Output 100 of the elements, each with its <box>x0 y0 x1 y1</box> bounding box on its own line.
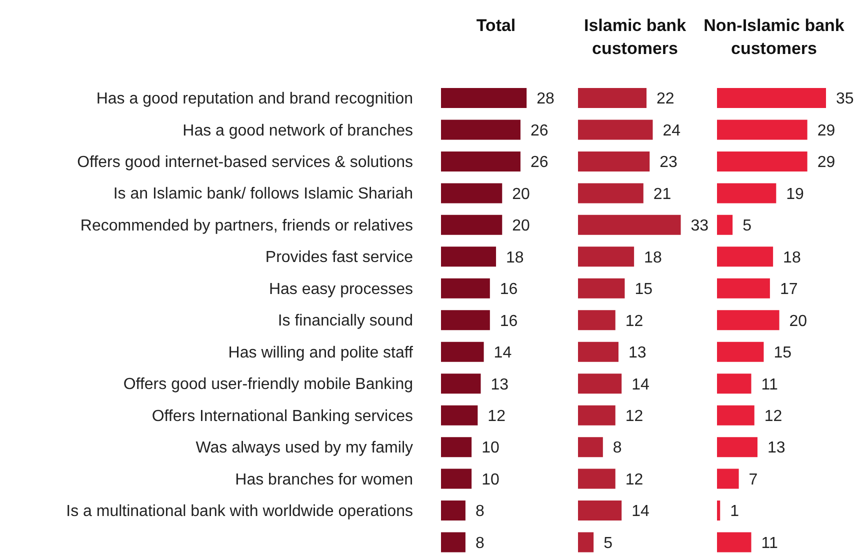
bar <box>441 246 496 267</box>
bar <box>441 214 502 235</box>
data-label: 18 <box>783 249 801 266</box>
bar <box>578 468 616 489</box>
data-label: 35 <box>836 90 854 108</box>
data-label: 8 <box>612 440 622 457</box>
bar <box>578 310 616 330</box>
data-label: 13 <box>767 440 786 457</box>
y-tick-label: Has willing and polite staff <box>228 344 414 362</box>
data-label: 20 <box>789 312 808 330</box>
y-tick-label: Recommended by partners, friends or relatives <box>80 217 413 234</box>
bar <box>717 405 754 426</box>
bar <box>717 310 780 330</box>
bar <box>578 151 650 172</box>
bar <box>441 151 520 172</box>
data-label: 8 <box>475 534 484 552</box>
data-label: 7 <box>748 471 758 488</box>
data-label: 8 <box>475 503 484 520</box>
y-tick-label: Is a multinational bank with worldwide operations <box>66 503 413 520</box>
bar <box>441 120 520 140</box>
bar <box>441 437 472 458</box>
bar <box>441 374 481 394</box>
bar <box>578 88 647 108</box>
bar <box>717 437 758 458</box>
bar <box>717 278 770 298</box>
data-label: 5 <box>742 218 752 235</box>
bar <box>441 183 502 204</box>
data-label: 11 <box>761 534 778 552</box>
data-label: 18 <box>644 249 662 266</box>
data-label: 15 <box>634 281 653 298</box>
data-label: 33 <box>690 218 709 235</box>
data-label: 26 <box>530 122 548 140</box>
y-tick-label: Is financially sound <box>278 312 413 330</box>
y-tick-label: Offers good user-friendly mobile Banking <box>123 376 413 394</box>
data-label: 5 <box>604 534 613 552</box>
data-label: 13 <box>628 344 646 362</box>
data-label: 22 <box>656 90 674 108</box>
data-label: 12 <box>488 408 506 426</box>
bar <box>578 246 634 267</box>
y-tick-label: Is an Islamic bank/ follows Islamic Shariah <box>113 186 413 203</box>
data-label: 1 <box>730 503 740 520</box>
bar <box>717 120 808 140</box>
data-label: 10 <box>482 440 500 457</box>
data-label: 16 <box>500 312 518 330</box>
y-tick-label: Has branches for women <box>235 471 413 488</box>
bar <box>578 405 616 426</box>
bar <box>441 500 466 521</box>
bar <box>717 532 752 552</box>
bar <box>578 278 625 298</box>
y-tick-label: Offers good internet-based services & solutions <box>77 154 413 172</box>
y-tick-label: Has easy processes <box>268 280 413 298</box>
chart-title: Non-Islamic bank customers <box>704 16 844 58</box>
data-label: 14 <box>632 376 650 394</box>
data-label: 19 <box>786 186 804 203</box>
data-label: 21 <box>653 186 672 203</box>
data-label: 14 <box>632 503 650 520</box>
data-label: 12 <box>625 312 644 330</box>
bar <box>717 151 808 172</box>
bar <box>441 278 490 298</box>
data-label: 14 <box>494 344 512 362</box>
data-label: 29 <box>817 154 836 172</box>
bar <box>717 374 752 394</box>
data-label: 29 <box>817 122 836 140</box>
bar <box>717 214 733 235</box>
data-label: 17 <box>780 281 798 298</box>
bar <box>578 120 653 140</box>
data-label: 12 <box>625 471 644 488</box>
data-label: 23 <box>660 154 678 172</box>
data-label: 20 <box>512 218 530 235</box>
bar <box>578 437 603 458</box>
bar <box>717 183 776 204</box>
bar <box>578 500 622 521</box>
bar <box>441 310 490 330</box>
y-tick-label: Was always used by my family <box>196 440 413 457</box>
bar <box>441 468 472 489</box>
bar <box>578 532 594 552</box>
data-label: 26 <box>530 154 548 172</box>
bar <box>578 342 618 362</box>
data-label: 10 <box>482 471 500 488</box>
chart-title: Islamic bank customers <box>584 16 686 58</box>
y-tick-label: Has a good reputation and brand recognition <box>96 90 413 108</box>
bar <box>578 374 622 394</box>
chart-title: Total <box>476 16 516 35</box>
data-label: 11 <box>761 376 778 394</box>
bar <box>717 468 739 489</box>
data-label: 20 <box>512 186 530 203</box>
bar <box>441 405 478 426</box>
data-label: 12 <box>625 408 644 426</box>
bar <box>717 246 774 267</box>
data-label: 16 <box>500 281 518 298</box>
data-label: 12 <box>764 408 782 426</box>
bar <box>717 342 764 362</box>
y-tick-label: Provides fast service <box>265 249 414 266</box>
bar <box>441 342 484 362</box>
data-label: 13 <box>490 376 509 394</box>
bar <box>578 214 681 235</box>
bar <box>717 88 826 108</box>
data-label: 28 <box>536 90 554 108</box>
bar <box>441 88 527 108</box>
bar <box>717 500 720 521</box>
